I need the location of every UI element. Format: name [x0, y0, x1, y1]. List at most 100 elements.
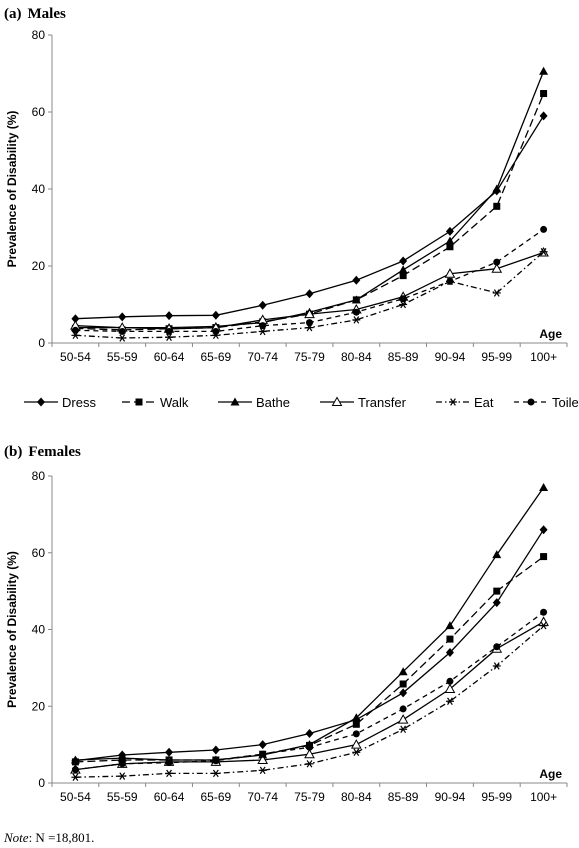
panel-b-series-toilet-point — [446, 677, 454, 685]
panel-a-series-eat-point — [492, 289, 501, 297]
panel-b-series-bathe-point — [398, 667, 408, 676]
legend-item-bathe: Bathe — [218, 395, 290, 410]
legend-item-dress: Dress — [24, 395, 96, 410]
panel-a-series-transfer-point — [491, 263, 503, 273]
panel-b-series-eat-point-stroke — [493, 662, 500, 670]
panel-b-series-dress-point — [258, 740, 267, 750]
legend-item-transfer: Transfer — [320, 395, 407, 410]
legend-label-bathe: Bathe — [256, 395, 290, 410]
panel-b-series-bathe-point — [539, 483, 549, 492]
panel-a-label: (a) — [4, 6, 22, 22]
panel-a-series-walk-point — [493, 202, 501, 210]
panel-b-series-eat-point — [352, 748, 361, 757]
panel-a-series-eat-point-stroke — [353, 316, 360, 324]
panel-b-series-walk-point — [399, 680, 407, 688]
panel-b-series-eat-point-stroke — [119, 772, 126, 780]
panel-b-series-transfer-point — [397, 714, 409, 724]
panel-b-series-transfer-point — [350, 739, 362, 749]
panel-b-series-eat-point — [492, 662, 501, 670]
panel-a-x-tick-label: 65-69 — [201, 350, 232, 364]
panel-b-x-tick-label: 60-64 — [154, 790, 185, 804]
panel-b-series-transfer-point — [538, 616, 549, 626]
panel-a-series-walk-point — [540, 90, 548, 98]
legend-item-eat: Eat — [436, 395, 494, 410]
panel-a-series-transfer-point — [444, 268, 456, 278]
panel-b-series-dress-point — [539, 525, 548, 535]
panel-b-y-tick-label: 20 — [32, 699, 46, 713]
panel-a-y-tick-label: 20 — [32, 259, 46, 273]
legend-label-toilet: Toilet — [552, 395, 579, 410]
legend-marker-walk — [135, 398, 143, 406]
panel-b-series-bathe-point — [351, 713, 361, 722]
panel-a-series-walk-point — [446, 243, 454, 251]
panel-a-series-walk-point — [399, 272, 407, 280]
panel-b-series-eat-point-stroke — [540, 621, 547, 630]
panel-a-x-tick-label: 50-54 — [60, 350, 91, 364]
panel-b-series-walk-point — [446, 635, 454, 643]
panel-a-series-dress-point — [305, 289, 314, 299]
panel-b-series-toilet-point — [493, 643, 501, 651]
panel-b-y-axis-label: Prevalence of Disability (%) — [5, 551, 19, 708]
panel-b-y-tick-label: 0 — [38, 776, 45, 790]
panel-b-series-eat-point-stroke — [447, 697, 453, 706]
panel-a-y-tick-label: 80 — [32, 28, 46, 42]
panel-b-y-tick-label: 40 — [32, 623, 46, 637]
panel-a: (a) Males 0 20 40 60 80 50-54 55-59 60-64 65-69 70-… — [4, 6, 568, 364]
panel-b-title: (b) Females — [4, 444, 81, 460]
panel-b-series-eat-point-stroke — [212, 769, 219, 778]
panel-a-x-tick-label: 80-84 — [341, 350, 372, 364]
panel-a-x-tick-label: 75-79 — [294, 350, 325, 364]
panel-b-series-eat-point — [305, 760, 314, 768]
panel-b-series-transfer-point — [304, 748, 315, 759]
panel-b-x-tick-label: 50-54 — [60, 790, 91, 804]
panel-a-series-dress-point — [539, 111, 548, 121]
panel-a-series-toilet — [71, 225, 548, 335]
panel-a-series-bathe-point — [445, 236, 455, 245]
panel-a-series-toilet-point — [212, 327, 220, 335]
panel-b-series-toilet-point — [259, 750, 267, 758]
panel-b-series-eat-point — [118, 772, 127, 780]
legend-marker-toilet — [527, 398, 535, 406]
panel-b-series-transfer-point — [444, 683, 456, 693]
panel-a-series-dress-line — [75, 115, 545, 320]
panel-a-series-toilet-point — [493, 258, 501, 266]
panel-a-series-bathe-line — [75, 70, 545, 329]
panel-a-series-eat-point — [118, 334, 127, 342]
panel-a-series-eat-point-stroke — [540, 248, 547, 256]
panel-b-x-tick-label: 70-74 — [247, 790, 278, 804]
legend-label-dress: Dress — [62, 395, 96, 410]
panel-a-series-toilet-point — [446, 277, 454, 285]
panel-b-series-eat — [71, 621, 548, 781]
panel-a-series-toilet-point — [306, 319, 313, 327]
panel-a-series-dress-point — [352, 275, 361, 285]
panel-b-series-bathe-point — [70, 755, 80, 764]
panel-b-series-eat-point — [399, 725, 408, 734]
legend-marker-transfer — [331, 396, 343, 406]
panel-b-series-toilet-point — [212, 757, 220, 765]
panel-a-y-tick-label: 0 — [38, 336, 45, 350]
panel-b-series-eat-point-stroke — [306, 760, 313, 768]
panel-a-x-axis-label: Age — [539, 327, 562, 341]
panel-b-x-tick-label: 65-69 — [201, 790, 232, 804]
legend-label-walk: Walk — [160, 395, 189, 410]
panel-a-series-eat — [71, 248, 548, 342]
note-prefix: Note — [4, 830, 29, 845]
panel-b-series-toilet-point — [71, 766, 79, 774]
panel-a-title: (a) Males — [4, 6, 66, 22]
panel-a-series-eat-point-stroke — [259, 327, 266, 336]
panel-b-series-walk-point — [540, 553, 548, 561]
panel-a-series-toilet-point — [71, 326, 79, 334]
panel-b-series-dress-point — [445, 648, 454, 658]
panel-b-series-eat-point — [165, 769, 174, 778]
panel-a-series-eat-point-stroke — [119, 334, 126, 342]
panel-a-series-bathe-point — [492, 184, 502, 193]
panel-a-y-axis-label: Prevalence of Disability (%) — [5, 111, 19, 268]
panel-b-series-bathe-point — [445, 621, 455, 630]
panel-a-series-eat-point-stroke — [166, 333, 172, 341]
panel-b-y-tick-label: 80 — [32, 469, 46, 483]
panel-b-series-toilet-point — [352, 730, 360, 738]
panel-b-x-tick-label: 75-79 — [294, 790, 325, 804]
legend-marker-dress — [37, 397, 45, 407]
panel-b-series-eat-point-stroke — [72, 773, 79, 781]
panel-b-series-bathe-point — [117, 753, 127, 762]
